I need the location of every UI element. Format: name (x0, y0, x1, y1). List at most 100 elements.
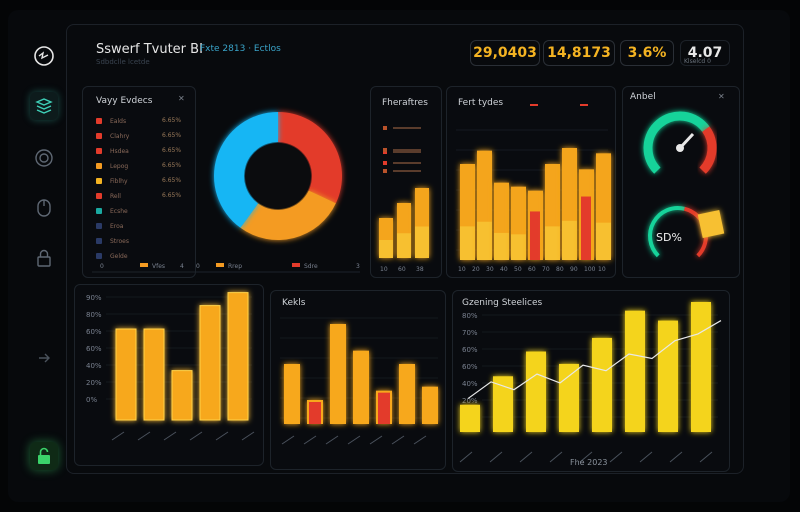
legend-panel-title: Vayy Evdecs (96, 96, 153, 106)
legend-row[interactable]: Clahry (96, 131, 129, 141)
legend-label: Ecshe (110, 207, 128, 215)
legend-swatch (96, 193, 102, 199)
target-icon[interactable] (30, 144, 58, 172)
grouped-bar-segment (562, 220, 577, 260)
legend-row[interactable]: Stroes (96, 236, 129, 246)
arrow-icon[interactable] (30, 344, 58, 372)
bottom-right-xlabel: Fhe 2023 (570, 458, 608, 467)
grouped-bar-red (530, 211, 540, 260)
br-tick-mark (459, 451, 473, 463)
gauge-value-label: SD% (656, 231, 682, 244)
kpi-card-2[interactable]: 14,8173 (543, 40, 615, 66)
donut-legend-label: Rrep (228, 263, 242, 270)
legend-swatch (96, 208, 102, 214)
bl-bar (199, 305, 221, 421)
bm-tick-mark (347, 435, 361, 445)
kpi-card-1[interactable]: 29,0403 (470, 40, 540, 66)
gauge-panel-title: Anbel (630, 92, 656, 102)
legend-value: 6.65% (162, 162, 182, 169)
grouped-tick: 60 (528, 266, 536, 273)
mouse-icon[interactable] (30, 194, 58, 222)
gauge-hub (676, 144, 684, 152)
kpi-value: 3.6% (627, 45, 667, 61)
gauge-badge (697, 209, 725, 239)
grouped-bar-red (581, 196, 591, 260)
donut-hole (245, 143, 311, 209)
stacked-bar-segment (379, 240, 393, 258)
logo-icon[interactable] (30, 42, 58, 70)
bl-bar (227, 292, 249, 421)
layers-icon[interactable] (30, 92, 58, 120)
legend-value: 6.65% (162, 132, 182, 139)
stacked-legend-line (393, 127, 421, 129)
bm-bar (353, 350, 369, 424)
stacked-legend-line (393, 170, 421, 172)
legend-label: Lepog (110, 162, 129, 170)
legend-row[interactable]: Gelde (96, 251, 128, 261)
br-tick-mark (519, 451, 533, 463)
bl-bar (115, 328, 137, 421)
br-tick-mark (549, 451, 563, 463)
br-bar (493, 376, 513, 432)
grouped-tick: 10 (598, 266, 606, 273)
legend-row[interactable]: Ecshe (96, 206, 128, 216)
br-ylabel: 20% (462, 397, 478, 405)
bm-bar (284, 364, 300, 424)
bm-tick-mark (281, 435, 295, 445)
legend-label: Fiblhy (110, 177, 128, 185)
stacked-bar-segment (397, 233, 411, 258)
legend-row[interactable]: Ealds (96, 116, 126, 126)
stacked-bar-segment (415, 226, 429, 258)
kpi-card-3[interactable]: 3.6% (620, 40, 674, 66)
bm-tick-mark (391, 435, 405, 445)
grouped-bar-segment (477, 221, 492, 260)
page-caption: Sdbdclle lcetde (96, 58, 150, 66)
donut-legend-label: Sdre (304, 263, 318, 270)
donut-legend-swatch (216, 263, 224, 267)
gauge-bottom-arc (648, 206, 686, 258)
bl-ylabel: 40% (86, 362, 102, 370)
kpi-card-4[interactable]: 4.07 (680, 40, 730, 66)
grouped-tick: 40 (500, 266, 508, 273)
bl-tick-mark (163, 431, 177, 441)
kpi-value: 29,0403 (473, 45, 537, 61)
bl-ylabel: 20% (86, 379, 102, 387)
br-bar (592, 337, 612, 432)
sidebar (20, 22, 68, 482)
bl-ylabel: 0% (86, 396, 97, 404)
donut-tick: 0 (100, 263, 104, 270)
page-title: Sswerf Tvuter BI (96, 42, 203, 57)
stacked-legend-line (393, 162, 421, 164)
grouped-tick: 50 (514, 266, 522, 273)
legend-row[interactable]: Lepog (96, 161, 128, 171)
legend-value: 6.65% (162, 192, 182, 199)
unlock-icon[interactable] (30, 442, 58, 470)
kpi-value: 4.07 (687, 45, 723, 61)
stacked-legend-swatch (383, 161, 387, 165)
legend-row[interactable]: Rell (96, 191, 121, 201)
stacked-legend-swatch (383, 126, 387, 130)
bl-tick-mark (111, 431, 125, 441)
bl-tick-mark (137, 431, 151, 441)
legend-row[interactable]: Fiblhy (96, 176, 128, 186)
donut-tick: 0 (196, 263, 200, 270)
close-icon[interactable]: ✕ (178, 94, 185, 103)
lock-icon[interactable] (30, 244, 58, 272)
donut-legend-swatch (140, 263, 148, 267)
br-ylabel: 60% (462, 363, 478, 371)
bl-tick-mark (241, 431, 255, 441)
grouped-tick: 20 (472, 266, 480, 273)
legend-row[interactable]: Eroa (96, 221, 123, 231)
bm-bar-red (378, 392, 390, 424)
legend-swatch (96, 133, 102, 139)
legend-row[interactable]: Hsdea (96, 146, 129, 156)
stacked-legend-line (393, 151, 421, 153)
bottom-mid-title: Kekls (282, 298, 306, 308)
grouped-tick: 70 (542, 266, 550, 273)
br-ylabel: 40% (462, 380, 478, 388)
stacked-tick: 60 (398, 266, 406, 273)
stacked-tick: 38 (416, 266, 424, 273)
gauge-close-icon[interactable]: ✕ (718, 92, 725, 101)
page-subtitle: Fxte 2813 · Ectlos (200, 44, 281, 54)
